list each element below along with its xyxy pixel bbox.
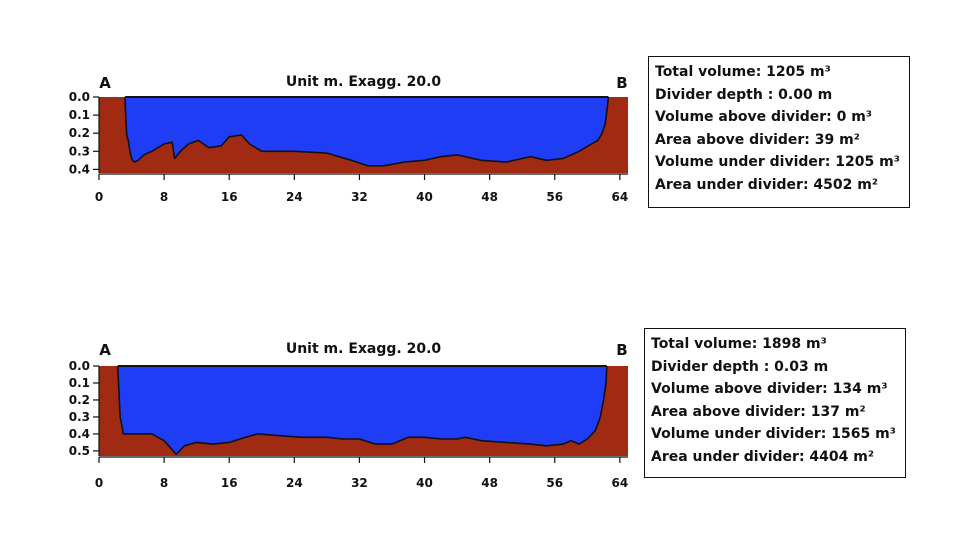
stats-line: Total volume: 1205 m³ [655,64,831,80]
y-tick-label: 0.1 [69,376,90,390]
stats-line: Area above divider: 39 m² [655,131,860,148]
section-start-label: A [99,341,111,359]
stats-box-top: Total volume: 1205 m³ Divider depth : 0.0… [648,56,910,208]
x-tick-label: 24 [286,476,303,490]
y-tick-label: 0.0 [69,90,90,104]
water-area [117,366,607,455]
stats-line: Divider depth : 0.03 m [651,358,829,375]
stats-line: Volume under divider: 1565 m³ [651,426,896,442]
y-tick-label: 0.4 [69,427,90,441]
x-tick-label: 64 [612,476,629,490]
stats-line: Area above divider: 137 m² [651,403,866,420]
x-tick-label: 56 [546,190,563,204]
x-tick-label: 56 [546,476,563,490]
chart-title: Unit m. Exagg. 20.0 [286,74,442,90]
x-tick-label: 0 [95,190,103,204]
stats-line: Area under divider: 4404 m² [651,448,874,465]
x-tick-label: 48 [481,476,498,490]
y-tick-label: 0.1 [69,108,90,122]
y-tick-label: 0.2 [69,126,90,140]
section-end-label: B [616,74,627,92]
x-tick-label: 64 [612,190,629,204]
stats-box-bottom: Total volume: 1898 m³ Divider depth : 0.0… [644,328,906,478]
stats-line: Area under divider: 4502 m² [655,176,878,193]
section-end-label: B [616,341,627,359]
y-tick-label: 0.0 [69,359,90,373]
x-tick-label: 24 [286,190,303,204]
x-tick-label: 8 [160,190,168,204]
y-tick-label: 0.4 [69,162,90,176]
stats-line: Volume under divider: 1205 m³ [655,154,900,170]
stats-line: Volume above divider: 0 m³ [655,109,872,125]
x-tick-label: 40 [416,190,433,204]
x-tick-label: 16 [221,190,238,204]
x-tick-label: 16 [221,476,238,490]
x-tick-label: 0 [95,476,103,490]
bed-profile-line [124,96,610,167]
x-tick-label: 32 [351,476,368,490]
x-tick-label: 8 [160,476,168,490]
cross-section-chart-2: 0.0 0.1 0.2 0.3 0.4 0.5 0 8 16 24 32 40 48 56 64 Unit m… [69,341,628,490]
stats-line: Volume above divider: 134 m³ [651,381,888,397]
x-tick-label: 40 [416,476,433,490]
stats-line: Divider depth : 0.00 m [655,86,833,103]
water-area [125,97,609,166]
cross-section-chart-1: 0.0 0.1 0.2 0.3 0.4 0 8 16 24 32 40 48 56 64 Unit m. E… [69,74,628,204]
section-start-label: A [99,74,111,92]
x-tick-label: 48 [481,190,498,204]
y-tick-label: 0.2 [69,393,90,407]
y-tick-label: 0.5 [69,444,90,458]
x-tick-label: 32 [351,190,368,204]
y-tick-label: 0.3 [69,410,90,424]
chart-title: Unit m. Exagg. 20.0 [286,341,442,357]
bed-profile-line [116,365,608,456]
y-tick-label: 0.3 [69,144,90,158]
stats-line: Total volume: 1898 m³ [651,336,827,352]
